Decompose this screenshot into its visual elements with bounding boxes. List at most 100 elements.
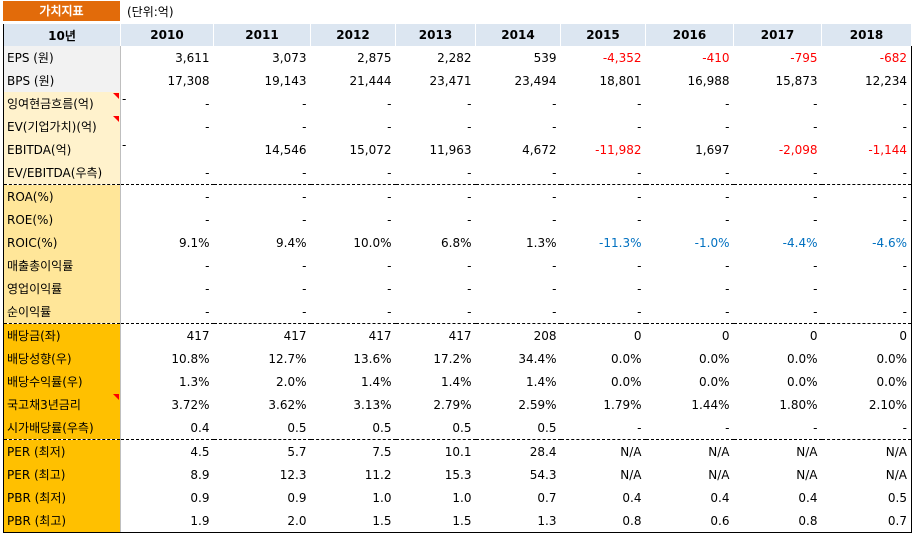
table-cell[interactable]: -: [311, 254, 396, 277]
table-cell[interactable]: 0.8: [733, 509, 822, 533]
table-cell[interactable]: 0.0%: [822, 370, 912, 393]
table-cell[interactable]: 1.0: [311, 486, 396, 509]
table-cell[interactable]: -4,352: [561, 46, 646, 69]
table-cell[interactable]: -: [121, 161, 214, 185]
table-cell[interactable]: N/A: [733, 439, 822, 463]
table-cell[interactable]: 2.79%: [396, 393, 476, 416]
row-label[interactable]: PBR (최저): [3, 486, 121, 509]
table-cell[interactable]: 417: [120, 323, 214, 347]
table-cell[interactable]: 1.79%: [561, 393, 646, 416]
table-cell[interactable]: 417: [213, 323, 311, 347]
table-cell[interactable]: -: [734, 416, 822, 440]
table-cell[interactable]: 10.1: [395, 439, 476, 463]
table-cell[interactable]: 0.4: [734, 486, 822, 509]
table-cell[interactable]: 2.0: [213, 509, 311, 533]
table-cell[interactable]: 417: [395, 323, 476, 347]
table-cell[interactable]: 1.3%: [121, 370, 214, 393]
table-cell[interactable]: 2,282: [396, 46, 476, 69]
table-cell[interactable]: -: [734, 277, 822, 300]
table-cell[interactable]: -: [396, 161, 476, 185]
table-cell[interactable]: 10.0%: [311, 231, 396, 254]
table-cell[interactable]: N/A: [822, 463, 912, 486]
table-cell[interactable]: 34.4%: [476, 347, 561, 370]
table-cell[interactable]: -795: [734, 46, 822, 69]
table-cell[interactable]: -: [311, 92, 396, 115]
table-cell[interactable]: 15.3: [396, 463, 476, 486]
table-cell[interactable]: N/A: [646, 463, 734, 486]
table-cell[interactable]: 2.10%: [822, 393, 912, 416]
table-cell[interactable]: -: [121, 115, 214, 138]
table-cell[interactable]: -: [646, 416, 734, 440]
table-cell[interactable]: 12.3: [214, 463, 311, 486]
row-label[interactable]: PBR (최고): [3, 509, 121, 533]
table-cell[interactable]: -: [645, 184, 734, 208]
table-cell[interactable]: -: [121, 208, 214, 231]
table-cell[interactable]: -: [734, 161, 822, 185]
table-cell[interactable]: 0.0%: [646, 347, 734, 370]
table-cell[interactable]: -1.0%: [646, 231, 734, 254]
table-cell[interactable]: -: [734, 92, 822, 115]
table-cell[interactable]: -: [214, 208, 311, 231]
table-cell[interactable]: 0.5: [396, 416, 476, 440]
table-cell[interactable]: 0.4: [561, 486, 646, 509]
table-cell[interactable]: -: [561, 92, 646, 115]
row-label[interactable]: PER (최고): [3, 463, 121, 486]
table-cell[interactable]: 0.7: [821, 509, 912, 533]
table-cell[interactable]: 1.5: [395, 509, 476, 533]
table-cell[interactable]: 0.4: [646, 486, 734, 509]
table-cell[interactable]: -: [560, 184, 646, 208]
table-cell[interactable]: 2.0%: [214, 370, 311, 393]
table-cell[interactable]: 4.5: [120, 439, 214, 463]
table-cell[interactable]: -: [121, 254, 214, 277]
comment-marker-icon[interactable]: [113, 116, 119, 122]
table-cell[interactable]: 0.0%: [646, 370, 734, 393]
table-cell[interactable]: -: [214, 300, 311, 324]
row-label[interactable]: 시가배당률(우측): [3, 416, 121, 440]
table-cell[interactable]: 18,801: [561, 69, 646, 92]
table-cell[interactable]: 1.4%: [476, 370, 561, 393]
table-cell[interactable]: -: [396, 92, 476, 115]
table-cell[interactable]: -: [734, 208, 822, 231]
table-cell[interactable]: -: [396, 300, 476, 324]
table-cell[interactable]: -: [476, 92, 561, 115]
table-cell[interactable]: -: [561, 161, 646, 185]
table-cell[interactable]: -: [214, 277, 311, 300]
table-cell[interactable]: -: [822, 161, 912, 185]
table-cell[interactable]: 3.62%: [214, 393, 311, 416]
table-cell[interactable]: 9.4%: [214, 231, 311, 254]
table-cell[interactable]: -: [476, 208, 561, 231]
table-cell[interactable]: 14,546: [214, 138, 311, 161]
row-label[interactable]: 잉여현금흐름(억): [3, 92, 121, 115]
table-cell[interactable]: -: [822, 277, 912, 300]
table-cell[interactable]: 8.9: [121, 463, 214, 486]
table-cell[interactable]: 0.5: [214, 416, 311, 440]
table-cell[interactable]: 1.80%: [734, 393, 822, 416]
table-cell[interactable]: -2,098: [734, 138, 822, 161]
row-label[interactable]: ROA(%): [3, 184, 121, 208]
comment-marker-icon[interactable]: [113, 93, 119, 99]
table-cell[interactable]: 12.7%: [214, 347, 311, 370]
row-label[interactable]: EBITDA(억): [3, 138, 121, 161]
table-cell[interactable]: 3,611: [121, 46, 214, 69]
table-cell[interactable]: N/A: [821, 439, 912, 463]
table-cell[interactable]: N/A: [734, 463, 822, 486]
sheet-tab-value-indicators[interactable]: 가치지표: [3, 1, 120, 21]
table-cell[interactable]: -: [734, 300, 822, 324]
table-cell[interactable]: 0.4: [121, 416, 214, 440]
table-cell[interactable]: -: [646, 208, 734, 231]
table-cell[interactable]: 21,444: [311, 69, 396, 92]
table-cell[interactable]: -4.6%: [822, 231, 912, 254]
row-label[interactable]: 순이익률: [3, 300, 121, 324]
table-cell[interactable]: 10.8%: [121, 347, 214, 370]
table-cell[interactable]: -: [561, 416, 646, 440]
table-cell[interactable]: 1.4%: [311, 370, 396, 393]
row-label[interactable]: EPS (원): [3, 46, 121, 69]
table-cell[interactable]: 9.1%: [121, 231, 214, 254]
table-cell[interactable]: -: [733, 184, 822, 208]
table-cell[interactable]: -: [120, 184, 214, 208]
table-cell[interactable]: -: [476, 300, 561, 324]
row-label[interactable]: ROE(%): [3, 208, 121, 231]
comment-marker-icon[interactable]: [113, 394, 119, 400]
table-cell[interactable]: 0: [645, 323, 734, 347]
table-cell[interactable]: 17.2%: [396, 347, 476, 370]
